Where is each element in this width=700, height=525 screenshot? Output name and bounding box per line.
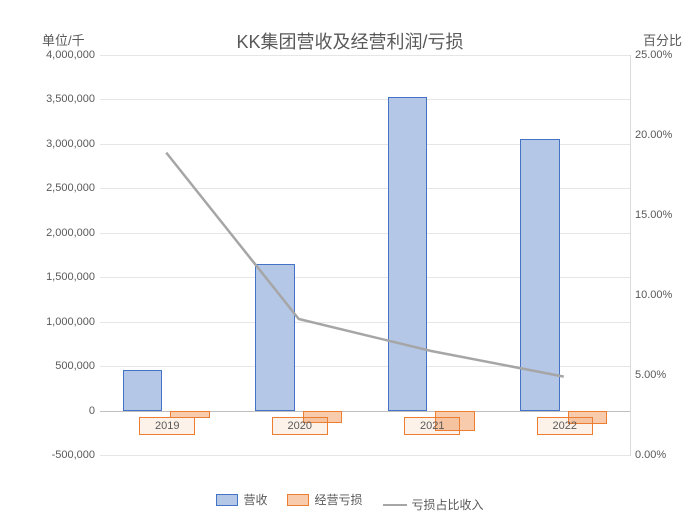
legend-swatch [216, 494, 238, 506]
legend: 营收 经营亏损 亏损占比收入 [0, 491, 700, 513]
ytick-left: 2,000,000 [46, 227, 95, 239]
ytick-left: 4,000,000 [46, 49, 95, 61]
ytick-right: 0.00% [635, 449, 666, 461]
line-layer [100, 55, 630, 455]
ytick-right: 5.00% [635, 369, 666, 381]
legend-item-ratio: 亏损占比收入 [383, 496, 484, 513]
gridline [100, 455, 630, 456]
ytick-left: 3,000,000 [46, 138, 95, 150]
legend-item-loss: 经营亏损 [287, 491, 362, 508]
ytick-right: 15.00% [635, 209, 672, 221]
legend-line-swatch [383, 504, 407, 506]
ytick-right: 20.00% [635, 129, 672, 141]
chart-title: KK集团营收及经营利润/亏损 [0, 28, 700, 54]
ytick-left: 3,500,000 [46, 93, 95, 105]
legend-item-revenue: 营收 [216, 491, 267, 508]
ytick-right: 10.00% [635, 289, 672, 301]
ytick-left: 1,500,000 [46, 271, 95, 283]
ytick-left: 1,000,000 [46, 316, 95, 328]
ytick-left: 500,000 [55, 360, 95, 372]
legend-label: 经营亏损 [314, 491, 362, 508]
legend-label: 亏损占比收入 [412, 496, 484, 513]
ytick-left: -500,000 [52, 449, 95, 461]
legend-label: 营收 [243, 491, 267, 508]
ratio-line [166, 153, 564, 377]
y-axis-right-label: 百分比 [643, 30, 682, 49]
legend-swatch [287, 494, 309, 506]
ytick-right: 25.00% [635, 49, 672, 61]
ytick-left: 2,500,000 [46, 182, 95, 194]
y-axis-left-label: 单位/千 [42, 30, 85, 49]
ytick-left: 0 [89, 405, 95, 417]
chart-container: KK集团营收及经营利润/亏损 单位/千 百分比 -500,0000500,000… [0, 0, 700, 525]
plot-area: -500,0000500,0001,000,0001,500,0002,000,… [100, 55, 631, 456]
